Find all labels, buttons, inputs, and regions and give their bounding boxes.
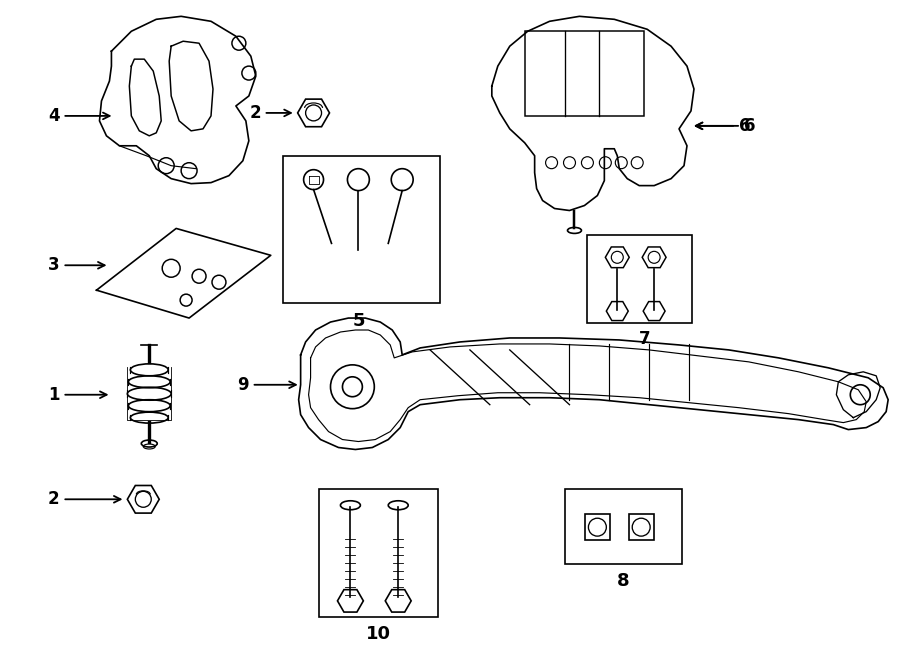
Bar (525, 31, 644, 116)
Bar (564, 489, 682, 564)
Text: 1: 1 (48, 386, 106, 404)
Text: 6: 6 (696, 117, 751, 135)
Text: 10: 10 (365, 625, 391, 642)
Text: 6: 6 (696, 117, 755, 135)
Text: 4: 4 (48, 107, 110, 125)
Text: 8: 8 (617, 572, 630, 590)
Text: 9: 9 (238, 375, 296, 394)
Text: 5: 5 (352, 312, 365, 330)
Text: 3: 3 (48, 256, 104, 274)
Text: 7: 7 (639, 330, 651, 348)
Text: 2: 2 (249, 104, 291, 122)
Bar (588, 235, 692, 323)
Text: 2: 2 (48, 490, 121, 508)
Bar (283, 156, 440, 303)
Bar (319, 489, 438, 617)
